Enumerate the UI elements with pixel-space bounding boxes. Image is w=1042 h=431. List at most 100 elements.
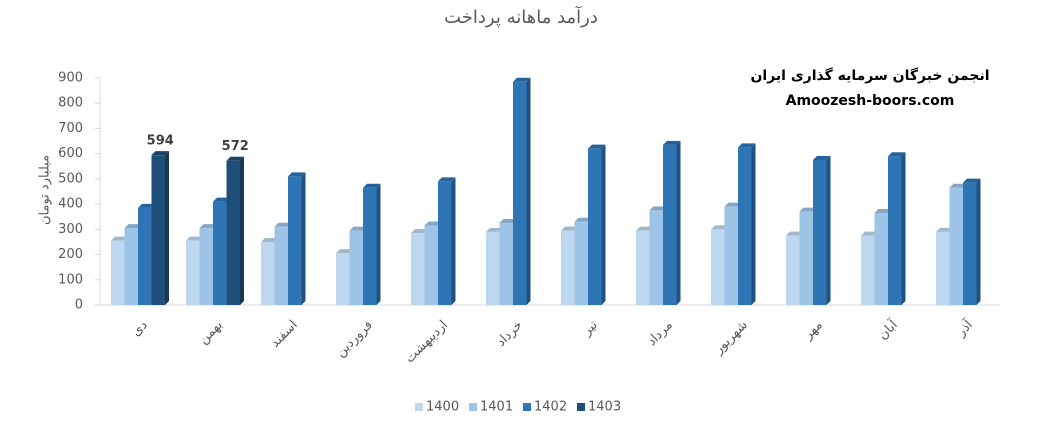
bar-top (138, 203, 156, 208)
bar (499, 223, 513, 305)
y-tick-label: 0 (75, 298, 83, 313)
legend-label: 1403 (588, 400, 621, 415)
bar (124, 228, 138, 305)
bar-top (861, 231, 879, 236)
x-tick-label: آبان (874, 315, 902, 343)
legend-label: 1402 (534, 400, 567, 415)
bar-top (486, 227, 504, 232)
bar-side (301, 172, 306, 305)
bar-side (601, 144, 606, 305)
x-tick-label: مهر (800, 318, 826, 344)
y-tick-label: 200 (58, 247, 83, 262)
bar (861, 235, 875, 305)
x-tick-label: آذر (952, 315, 977, 340)
bar (588, 148, 602, 305)
bar-top (963, 178, 981, 183)
bar (363, 187, 377, 305)
legend-swatch (523, 403, 531, 411)
y-tick-label: 600 (58, 146, 83, 161)
legend-swatch (415, 403, 423, 411)
bar (813, 159, 827, 305)
bar (486, 231, 500, 305)
bar (738, 147, 752, 305)
x-tick-label: فروردین (333, 318, 376, 361)
bar (649, 210, 663, 305)
bar-top (874, 208, 892, 213)
legend-swatch (577, 403, 585, 411)
bar-side (976, 178, 981, 305)
bar (724, 206, 738, 305)
bar (799, 211, 813, 305)
x-tick-label: اردیبهشت (402, 318, 450, 366)
bar-side (376, 183, 381, 305)
bar (438, 181, 452, 305)
bar-top (711, 225, 729, 230)
bar-top (786, 231, 804, 236)
bar-side (676, 140, 681, 305)
bar (949, 187, 963, 305)
bar-top (738, 143, 756, 148)
bar-side (526, 77, 531, 306)
annotation: انجمن خبرگان سرمایه گذاری ایران (750, 67, 989, 84)
bar-top (124, 224, 142, 229)
y-tick-label: 500 (58, 171, 83, 186)
bar (336, 253, 350, 305)
bar (288, 176, 302, 305)
bar-top (199, 224, 217, 229)
bar (636, 230, 650, 305)
bar-top (949, 183, 967, 188)
bar (936, 231, 950, 305)
bar-top (588, 144, 606, 149)
bar-top (336, 249, 354, 254)
bar (513, 81, 527, 306)
y-tick-label: 400 (58, 197, 83, 212)
bar-top (226, 156, 244, 161)
bar (138, 207, 152, 305)
data-label: 594 (147, 134, 174, 149)
y-tick-label: 100 (58, 272, 83, 287)
y-tick-label: 700 (58, 121, 83, 136)
bar-top (636, 226, 654, 231)
bar-top (349, 226, 367, 231)
x-tick-label: تیر (579, 317, 601, 339)
bar-top (288, 172, 306, 177)
bar (213, 201, 227, 305)
chart-title: درآمد ماهانه پرداخت (444, 5, 598, 28)
bar (186, 240, 200, 305)
bar-top (213, 197, 231, 202)
bar-top (813, 155, 831, 160)
legend-label: 1401 (480, 400, 513, 415)
bar-top (363, 183, 381, 188)
data-label: 572 (222, 139, 249, 154)
y-tick-label: 300 (58, 222, 83, 237)
x-tick-label: دی (129, 318, 151, 340)
bar-top (936, 227, 954, 232)
bar-side (751, 143, 756, 305)
x-tick-label: خرداد (494, 318, 526, 350)
bar-top (649, 206, 667, 211)
bar (261, 241, 275, 305)
bar (963, 182, 977, 305)
bar (411, 233, 425, 305)
bar-side (826, 155, 831, 305)
bar-top (663, 140, 681, 145)
bar-top (186, 236, 204, 241)
bar (349, 230, 363, 305)
bar-top (111, 236, 129, 241)
bar (711, 229, 725, 305)
bar-top (274, 222, 292, 227)
bar-side (240, 156, 244, 305)
bar-top (574, 217, 592, 222)
bar-top (438, 177, 456, 182)
bar-side (451, 177, 456, 305)
bar-top (411, 229, 429, 234)
bar-top (261, 237, 279, 242)
x-tick-label: بهمن (196, 318, 226, 348)
bar-top (151, 151, 169, 156)
bar (874, 212, 888, 305)
bar (786, 235, 800, 305)
bar-top (724, 202, 742, 207)
bar-top (799, 207, 817, 212)
bar (561, 230, 575, 305)
